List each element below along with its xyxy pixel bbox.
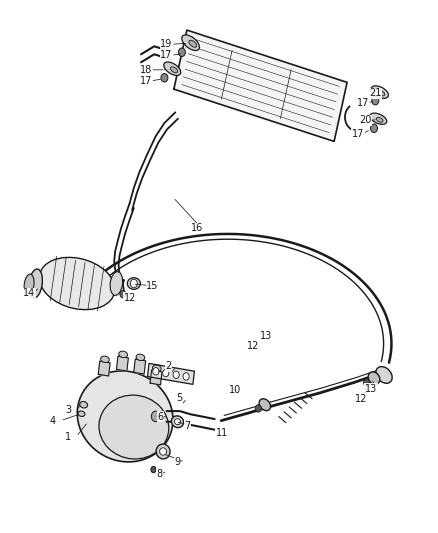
Circle shape <box>364 378 370 386</box>
Text: 12: 12 <box>124 293 136 303</box>
Text: 13: 13 <box>365 384 377 394</box>
Circle shape <box>131 279 138 288</box>
Text: 12: 12 <box>355 394 367 405</box>
Text: 6: 6 <box>158 412 164 422</box>
Ellipse shape <box>101 356 110 362</box>
Ellipse shape <box>156 444 170 459</box>
Circle shape <box>153 368 159 375</box>
Ellipse shape <box>77 371 173 462</box>
Text: 18: 18 <box>140 65 152 75</box>
Text: 21: 21 <box>369 88 381 98</box>
Ellipse shape <box>119 351 127 358</box>
Circle shape <box>255 405 261 412</box>
Circle shape <box>163 369 169 377</box>
Polygon shape <box>174 30 347 141</box>
Ellipse shape <box>99 395 169 459</box>
Circle shape <box>178 48 185 56</box>
Ellipse shape <box>164 62 181 76</box>
Ellipse shape <box>189 40 197 47</box>
Polygon shape <box>150 370 162 385</box>
Ellipse shape <box>78 411 85 416</box>
Text: 16: 16 <box>191 223 203 233</box>
Text: 20: 20 <box>360 115 372 125</box>
Text: 10: 10 <box>229 385 241 395</box>
Ellipse shape <box>377 91 385 96</box>
Polygon shape <box>134 359 146 374</box>
Ellipse shape <box>259 399 271 410</box>
Text: 11: 11 <box>215 428 228 438</box>
Ellipse shape <box>171 416 184 427</box>
Circle shape <box>151 411 160 422</box>
Text: 2: 2 <box>166 361 172 372</box>
Text: 12: 12 <box>247 341 259 351</box>
Ellipse shape <box>29 269 42 298</box>
Ellipse shape <box>182 35 199 51</box>
Ellipse shape <box>371 86 389 99</box>
Ellipse shape <box>136 354 145 360</box>
Ellipse shape <box>152 365 161 372</box>
Ellipse shape <box>39 257 115 310</box>
Circle shape <box>161 74 168 82</box>
Ellipse shape <box>44 260 110 307</box>
Text: 9: 9 <box>174 457 180 467</box>
Text: 17: 17 <box>357 98 369 108</box>
Text: 17: 17 <box>140 76 152 86</box>
Ellipse shape <box>170 67 178 73</box>
Text: 3: 3 <box>65 405 71 415</box>
Text: 17: 17 <box>160 51 173 60</box>
Ellipse shape <box>24 274 34 295</box>
Ellipse shape <box>368 372 380 384</box>
Text: 17: 17 <box>352 128 364 139</box>
Polygon shape <box>148 364 194 384</box>
Circle shape <box>173 371 179 378</box>
Circle shape <box>151 466 156 473</box>
Circle shape <box>372 96 379 105</box>
Ellipse shape <box>370 113 387 124</box>
Circle shape <box>120 290 126 298</box>
Ellipse shape <box>80 401 88 408</box>
Text: 4: 4 <box>49 416 56 426</box>
Ellipse shape <box>159 448 166 455</box>
Polygon shape <box>98 361 110 376</box>
Ellipse shape <box>376 367 392 383</box>
Text: 19: 19 <box>160 39 172 49</box>
Text: 14: 14 <box>23 288 35 298</box>
Text: 13: 13 <box>260 330 272 341</box>
Text: 15: 15 <box>146 281 159 291</box>
Text: 1: 1 <box>65 432 71 442</box>
Circle shape <box>183 373 189 380</box>
Circle shape <box>371 124 378 133</box>
Ellipse shape <box>174 419 180 425</box>
Ellipse shape <box>110 272 123 295</box>
Text: 5: 5 <box>176 393 183 403</box>
Ellipse shape <box>127 278 141 289</box>
Polygon shape <box>117 356 128 371</box>
Text: 8: 8 <box>156 469 162 479</box>
Text: 7: 7 <box>184 421 191 431</box>
Ellipse shape <box>376 117 383 122</box>
Ellipse shape <box>48 262 106 305</box>
